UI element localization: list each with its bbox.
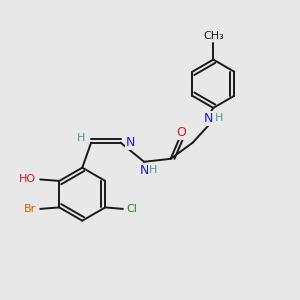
Text: N: N [204, 112, 214, 125]
Text: HO: HO [19, 174, 36, 184]
Text: N: N [126, 136, 135, 149]
Text: H: H [214, 113, 223, 124]
Text: CH₃: CH₃ [203, 31, 224, 41]
Text: H: H [149, 165, 158, 175]
Text: O: O [176, 126, 186, 139]
Text: H: H [76, 133, 85, 143]
Text: Cl: Cl [126, 204, 137, 214]
Text: N: N [140, 164, 149, 176]
Text: Br: Br [24, 204, 36, 214]
